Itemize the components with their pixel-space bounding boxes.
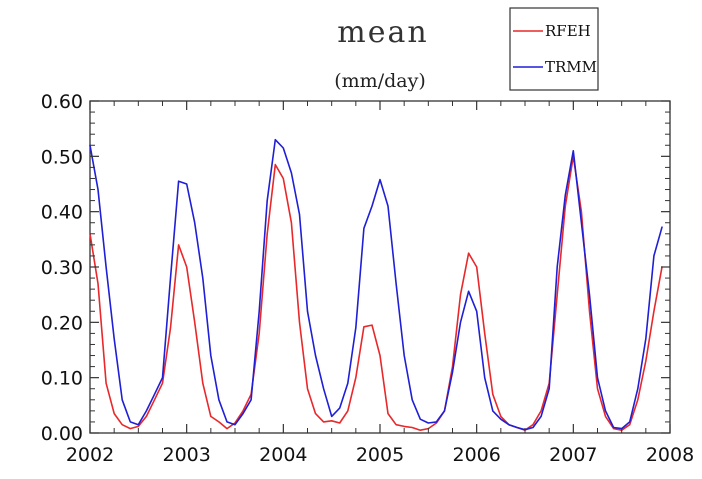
y-tick-label: 0.50 <box>41 146 83 168</box>
x-tick-label: 2002 <box>66 444 114 466</box>
x-tick-label: 2008 <box>646 444 694 466</box>
legend-box <box>509 7 599 91</box>
y-tick-label: 0.20 <box>41 312 83 334</box>
x-tick-label: 2007 <box>549 444 597 466</box>
series-layer <box>89 138 663 432</box>
axis-layer: 2002 2003 2004 2005 2006 2007 2008 0.00 0.10 0.20… <box>41 91 694 466</box>
series-line-rfeh <box>89 155 663 432</box>
y-tick-label: 0.30 <box>41 257 83 279</box>
y-tick-label: 0.10 <box>41 368 83 390</box>
legend-label-trmm: TRMM <box>545 58 597 76</box>
y-tick-label: 0.40 <box>41 202 83 224</box>
legend-label-rfeh: RFEH <box>545 22 591 40</box>
x-tick-label: 2004 <box>259 444 307 466</box>
legend: RFEH TRMM <box>509 7 599 91</box>
series-line-trmm <box>89 138 663 431</box>
chart-subtitle: (mm/day) <box>334 70 425 92</box>
chart-title: mean <box>337 15 428 50</box>
x-tick-label: 2003 <box>162 444 210 466</box>
y-tick-label: 0.00 <box>41 423 83 445</box>
x-tick-label: 2006 <box>452 444 500 466</box>
x-tick-label: 2005 <box>356 444 404 466</box>
y-tick-label: 0.60 <box>41 91 83 113</box>
